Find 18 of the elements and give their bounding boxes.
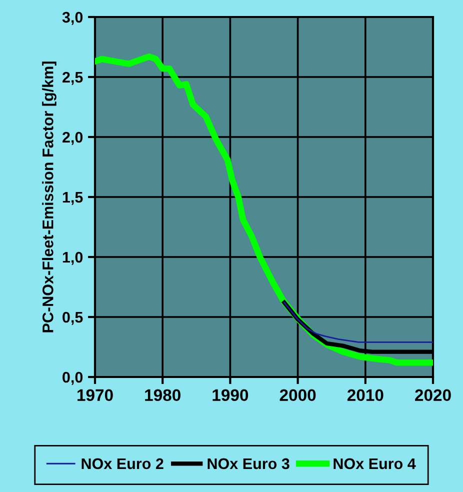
line-series <box>284 302 433 343</box>
legend-label: NOx Euro 2 <box>82 458 164 470</box>
y-tick-label: 0,5 <box>62 312 83 325</box>
y-tick-label: 3,0 <box>62 12 83 25</box>
y-tick-label: 1,0 <box>62 252 83 265</box>
x-tick-label: 1980 <box>145 389 180 402</box>
x-tick-label: 1970 <box>78 389 113 402</box>
y-axis-title: PC-NOx-Fleet-Emission Factor [g/km] <box>42 62 56 332</box>
legend-label: NOx Euro 3 <box>208 458 290 470</box>
y-tick-label: 2,5 <box>62 72 83 85</box>
legend-label: NOx Euro 4 <box>334 458 416 470</box>
y-tick-label: 0,0 <box>62 372 83 385</box>
y-tick-label: 2,0 <box>62 132 83 145</box>
x-tick-label: 2020 <box>415 389 451 402</box>
x-tick-label: 2000 <box>280 389 316 402</box>
x-tick-label: 1990 <box>212 389 248 402</box>
y-tick-label: 1,5 <box>62 192 83 205</box>
x-tick-label: 2010 <box>347 389 384 402</box>
